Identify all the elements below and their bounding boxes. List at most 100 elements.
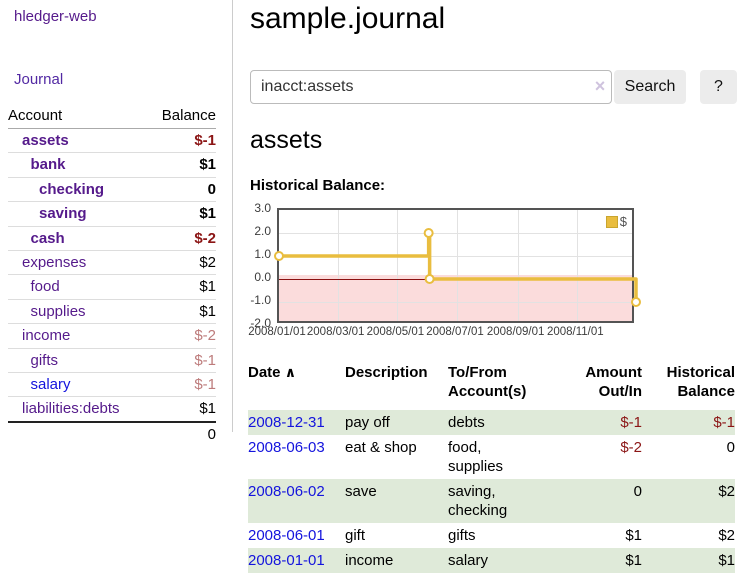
sidebar-account-link[interactable]: saving: [39, 205, 87, 223]
x-axis-tick-label: 2008/03/01: [306, 326, 365, 338]
accounts-total-row: 0: [8, 420, 216, 445]
gridline: [397, 210, 399, 321]
register-row: 2008-01-01 income salary $1 $1: [248, 548, 735, 573]
data-point-marker: [631, 297, 641, 307]
register-header-row: Date ∧ Description To/From Account(s) Amount…: [248, 363, 735, 410]
transaction-accounts: salary: [448, 548, 562, 573]
account-balance: $-1: [194, 132, 216, 149]
account-row: cash $-2: [8, 225, 216, 250]
sidebar-account-link[interactable]: supplies: [30, 302, 86, 320]
account-balance: $-2: [194, 229, 216, 247]
balance-chart: $: [274, 208, 641, 323]
transaction-balance: 0: [726, 439, 735, 456]
register-row: 2008-06-03 eat & shop food, supplies $-2 0: [248, 435, 735, 479]
account-row: saving $1: [8, 201, 216, 225]
balance-line-series: [274, 228, 641, 307]
search-input[interactable]: [250, 70, 612, 104]
gridline: [279, 233, 632, 234]
gridline: [577, 210, 579, 321]
account-row: gifts $-1: [8, 347, 216, 372]
page-title: sample.journal: [250, 2, 446, 35]
transaction-amount: $1: [562, 548, 642, 573]
sidebar-account-link[interactable]: liabilities:debts: [22, 400, 120, 418]
legend-label: $: [619, 214, 627, 229]
transaction-accounts: debts: [448, 410, 562, 435]
account-balance: $1: [199, 302, 216, 320]
sidebar-account-link[interactable]: food: [30, 278, 60, 296]
help-button[interactable]: ?: [700, 70, 737, 104]
transaction-date-link[interactable]: 2008-06-01: [248, 527, 325, 544]
sidebar-account-link[interactable]: income: [22, 327, 71, 345]
sidebar-account-link[interactable]: assets: [22, 132, 69, 149]
transaction-accounts: food, supplies: [448, 439, 504, 475]
account-row: checking 0: [8, 176, 216, 201]
legend-swatch-icon: [605, 215, 618, 228]
y-axis-tick-label: 1.0: [254, 247, 271, 261]
register-column-header: To/From Account(s): [448, 364, 527, 400]
register-column-header[interactable]: Date ∧: [248, 364, 297, 381]
transaction-accounts: saving, checking: [448, 479, 562, 523]
account-balance: $-1: [194, 351, 216, 369]
accounts-header-balance: Balance: [161, 107, 216, 124]
transaction-balance: $2: [718, 527, 735, 544]
account-row: bank $1: [8, 152, 216, 176]
register-column-header: Description: [345, 364, 428, 381]
register-table: Date ∧ Description To/From Account(s) Amount…: [248, 363, 735, 573]
transaction-description: eat & shop: [345, 439, 417, 456]
sidebar-account-link[interactable]: cash: [30, 229, 65, 247]
brand-link[interactable]: hledger-web: [14, 8, 97, 25]
y-axis-tick-label: 3.0: [254, 201, 271, 215]
account-row: supplies $1: [8, 298, 216, 323]
account-heading: assets: [250, 126, 323, 154]
y-axis-tick-label: -1.0: [250, 293, 271, 307]
sidebar-account-link[interactable]: salary: [30, 375, 71, 393]
account-balance: $-2: [194, 327, 216, 345]
clear-search-icon[interactable]: ×: [594, 76, 606, 96]
transaction-balance: $1: [642, 548, 735, 573]
account-balance: $1: [199, 156, 216, 174]
gridline: [279, 256, 632, 257]
sort-ascending-icon[interactable]: ∧: [284, 364, 297, 380]
account-balance: $-1: [194, 375, 216, 393]
transaction-accounts: gifts: [448, 527, 476, 544]
account-row: liabilities:debts $1: [8, 396, 216, 420]
account-row: assets $-1: [8, 128, 216, 152]
register-column-header: Amount Out/In: [585, 364, 642, 400]
transaction-date-link[interactable]: 2008-12-31: [248, 414, 325, 431]
gridline: [457, 210, 458, 321]
data-point-marker: [274, 251, 284, 261]
transaction-date-link[interactable]: 2008-06-03: [248, 439, 325, 456]
x-axis-tick-label: 2008/05/01: [366, 326, 425, 338]
sidebar-divider: [232, 0, 233, 432]
transaction-description: pay off: [345, 410, 448, 435]
transaction-date-link[interactable]: 2008-06-02: [248, 483, 325, 500]
transaction-balance: $-1: [642, 410, 735, 435]
sidebar-account-link[interactable]: bank: [30, 156, 66, 174]
accounts-header-account: Account: [8, 107, 63, 124]
data-point-marker: [424, 274, 435, 284]
sidebar-account-link[interactable]: gifts: [30, 351, 59, 369]
transaction-amount: $1: [625, 527, 642, 544]
y-axis-tick-label: -2.0: [250, 316, 271, 330]
register-row: 2008-06-01 gift gifts $1 $2: [248, 523, 735, 548]
x-axis-tick-label: 2008/09/01: [486, 326, 545, 338]
sidebar-item-journal[interactable]: Journal: [14, 71, 64, 88]
chart-title: Historical Balance:: [250, 177, 386, 194]
gridline: [279, 302, 632, 303]
register-row: 2008-12-31 pay off debts $-1 $-1: [248, 410, 735, 435]
sidebar-account-link[interactable]: expenses: [22, 253, 87, 271]
gridline: [337, 210, 339, 321]
search-button[interactable]: Search: [614, 70, 686, 104]
accounts-sidebar: Account Balance assets $-1 bank $1 checking 0…: [8, 104, 216, 445]
account-balance: $1: [199, 400, 216, 418]
data-point-marker: [423, 228, 434, 238]
transaction-description: save: [345, 479, 448, 523]
transaction-amount: 0: [562, 479, 642, 523]
sidebar-account-link[interactable]: checking: [39, 180, 105, 198]
y-axis-tick-label: 0.0: [254, 270, 271, 284]
transaction-date-link[interactable]: 2008-01-01: [248, 552, 325, 569]
accounts-total-value: 0: [207, 425, 216, 443]
accounts-header-row: Account Balance: [8, 104, 216, 128]
chart-legend: $: [605, 214, 627, 229]
account-row: expenses $2: [8, 249, 216, 274]
